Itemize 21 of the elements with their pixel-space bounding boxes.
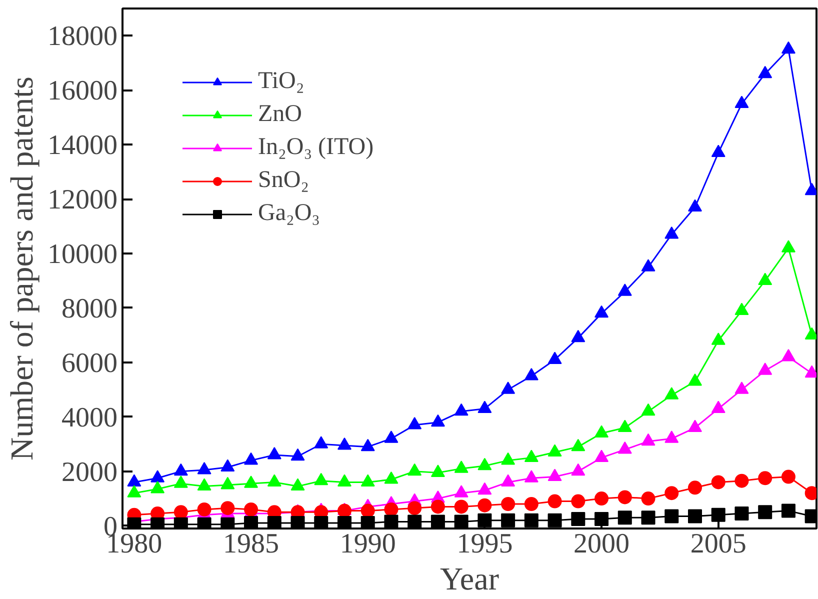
y-axis-title: Number of papers and patents [4, 76, 40, 460]
legend-label: Ga₂O₃ [258, 200, 320, 227]
y-tick-label: 10000 [48, 239, 118, 270]
y-tick-label: 6000 [62, 348, 118, 379]
x-tick-label: 1990 [340, 528, 396, 560]
y-tick-label: 16000 [48, 76, 118, 107]
legend-label: ZnO [258, 101, 302, 128]
legend-label: TiO₂ [258, 68, 304, 95]
x-tick-label: 2000 [574, 528, 630, 560]
y-tick-label: 14000 [48, 130, 118, 162]
x-tick-label: 1985 [223, 528, 280, 560]
y-tick-label: 8000 [62, 293, 118, 324]
y-tick-label: 12000 [48, 184, 118, 216]
y-tick-label: 18000 [48, 21, 118, 52]
x-tick-label: 2005 [690, 528, 746, 560]
legend-label: SnO₂ [258, 167, 310, 194]
x-axis-title: Year [440, 560, 500, 596]
x-tick-label: 1995 [456, 528, 513, 560]
y-tick-label: 4000 [62, 402, 118, 434]
y-tick-label: 2000 [62, 456, 118, 488]
legend-label: In₂O₃ (ITO) [258, 134, 374, 161]
